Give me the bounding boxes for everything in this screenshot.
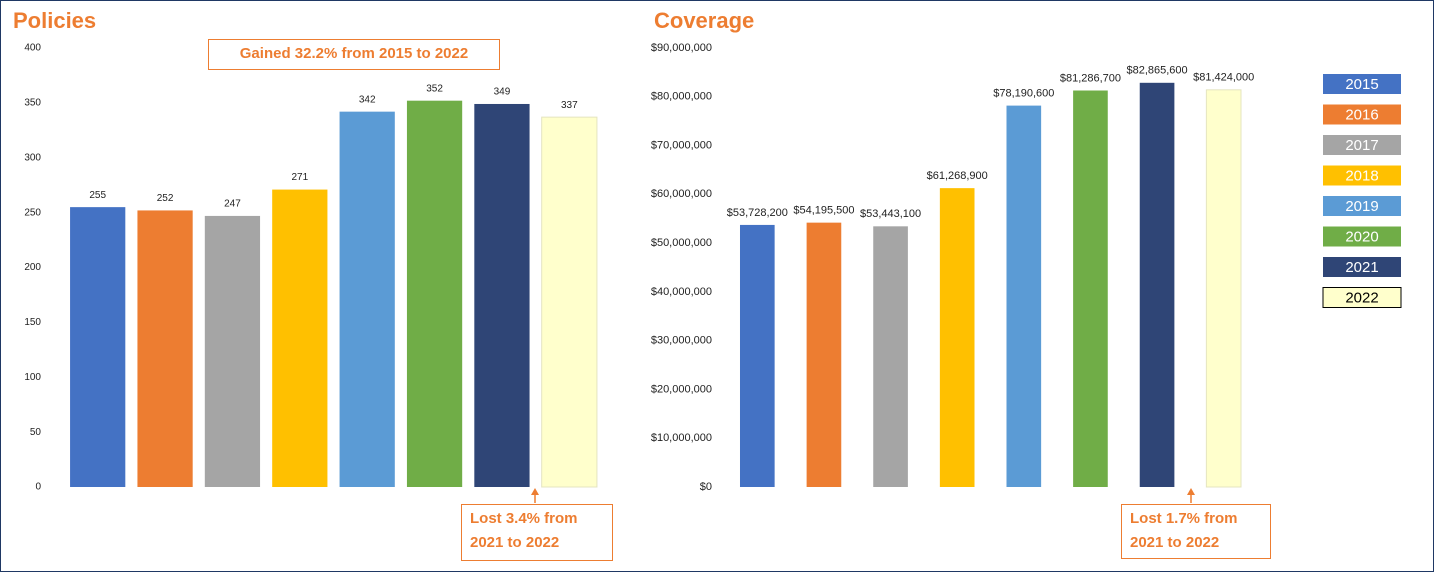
data-label: $81,286,700 — [1060, 72, 1121, 84]
y-tick-label: $70,000,000 — [651, 139, 712, 151]
annotation: Gained 32.2% from 2015 to 2022 — [208, 39, 500, 70]
legend-swatch — [1323, 226, 1401, 247]
legend-swatch — [1323, 135, 1401, 155]
chart-title: Policies — [13, 8, 96, 33]
data-label: $61,268,900 — [927, 170, 988, 182]
y-tick-label: $80,000,000 — [651, 91, 712, 103]
data-label: $54,195,500 — [793, 205, 854, 217]
y-tick-label: $60,000,000 — [651, 188, 712, 200]
y-tick-label: 50 — [30, 427, 42, 438]
arrow-head — [531, 488, 539, 495]
y-tick-label: 350 — [24, 98, 41, 109]
bar — [474, 103, 530, 487]
legend-label: 2017 — [1345, 137, 1378, 154]
y-tick-label: 250 — [24, 207, 41, 218]
legend-swatch — [1323, 165, 1401, 186]
bar — [137, 210, 193, 487]
y-tick-label: $10,000,000 — [651, 432, 712, 444]
legend-swatch — [1323, 196, 1401, 216]
legend-swatch — [1323, 104, 1401, 125]
y-tick-label: $40,000,000 — [651, 286, 712, 298]
data-label: 252 — [157, 193, 174, 204]
data-label: $78,190,600 — [993, 88, 1054, 100]
y-tick-label: $50,000,000 — [651, 237, 712, 249]
legend-label: 2020 — [1345, 228, 1378, 245]
legend-swatch — [1323, 257, 1401, 277]
bar — [204, 215, 261, 488]
data-label: $53,728,200 — [727, 207, 788, 219]
data-label: 271 — [291, 172, 308, 183]
bar — [939, 188, 975, 487]
bar — [739, 224, 775, 487]
data-label: 342 — [359, 94, 376, 105]
y-tick-label: $20,000,000 — [651, 383, 712, 395]
data-label: $53,443,100 — [860, 208, 921, 220]
legend-label: 2021 — [1345, 259, 1378, 276]
legend-label: 2015 — [1345, 76, 1378, 93]
arrow-head — [1187, 488, 1195, 495]
data-label: 337 — [561, 100, 578, 111]
legend-label: 2016 — [1345, 106, 1378, 123]
bar — [1073, 90, 1108, 488]
data-label: $82,865,600 — [1126, 65, 1187, 77]
data-label: 255 — [89, 190, 106, 201]
y-tick-label: $30,000,000 — [651, 335, 712, 347]
data-label: 247 — [224, 199, 241, 210]
data-label: 352 — [426, 83, 443, 94]
legend-label: 2019 — [1345, 198, 1378, 215]
y-tick-label: $0 — [700, 481, 712, 493]
bar — [541, 116, 598, 488]
y-tick-label: 400 — [24, 43, 41, 54]
y-tick-label: $90,000,000 — [651, 42, 712, 54]
data-label: 349 — [494, 87, 511, 98]
bar — [1006, 105, 1042, 487]
data-label: $81,424,000 — [1193, 72, 1254, 84]
legend-swatch — [1323, 74, 1401, 94]
bar — [806, 222, 842, 487]
legend-label: 2022 — [1345, 289, 1378, 306]
y-tick-label: 0 — [35, 482, 41, 493]
y-tick-label: 100 — [24, 372, 41, 383]
annotation: Lost 1.7% from 2021 to 2022 — [1121, 504, 1271, 559]
y-tick-label: 200 — [24, 262, 41, 273]
bar — [272, 189, 328, 487]
legend-swatch — [1322, 287, 1402, 308]
y-tick-label: 300 — [24, 152, 41, 163]
bar — [406, 100, 463, 488]
bar — [873, 226, 908, 487]
bar — [1139, 82, 1175, 487]
bar — [70, 207, 126, 487]
annotation: Lost 3.4% from 2021 to 2022 — [461, 504, 613, 561]
y-tick-label: 150 — [24, 317, 41, 328]
bar — [339, 111, 395, 487]
chart-title: Coverage — [654, 8, 754, 33]
legend-label: 2018 — [1345, 167, 1378, 184]
bar — [1205, 89, 1242, 488]
